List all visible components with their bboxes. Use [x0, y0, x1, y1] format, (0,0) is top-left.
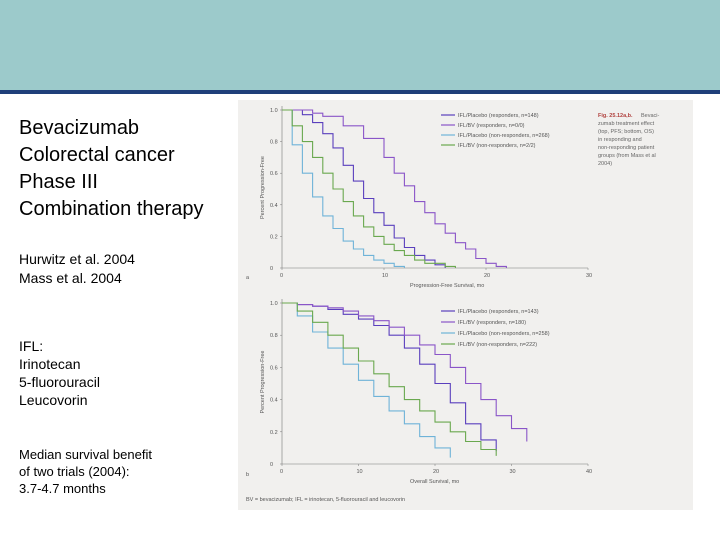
figure-footnote: BV = bevacizumab; IFL = irinotecan, 5-fl… — [246, 497, 405, 503]
references: Hurwitz et al. 2004 Mass et al. 2004 — [19, 250, 135, 288]
panel-a-ytick-label-5: 0 — [270, 266, 273, 272]
caption-line-5: non-responding patient — [598, 145, 655, 151]
title-line-4: Combination therapy — [19, 198, 204, 220]
panel-a-xtick-label-0: 0 — [280, 273, 283, 279]
ifl-label: IFL: — [19, 338, 44, 354]
panel-a-series-1-curve — [282, 109, 446, 268]
panel-a-ytick-label-4: 0.2 — [270, 234, 278, 240]
panel-a-series-4-curve — [282, 109, 456, 268]
caption-line-6: groups (from Mass et al — [598, 153, 656, 159]
panel-b-series-4-curve — [282, 302, 497, 456]
panel-b-legend-label-3: IFL/Placebo (non-responders, n=258) — [458, 331, 550, 337]
panel-b-label: b — [246, 472, 249, 478]
panel-a-ytick-label-3: 0.4 — [270, 203, 278, 209]
panel-a-legend-label-4: IFL/BV (non-responders, n=2/2) — [458, 143, 536, 149]
panel-a-series-3-curve — [282, 109, 405, 268]
panel-b-chart: 1.0 0.8 0.6 0.4 0.2 0 0 10 20 30 40 Overall Surviva… — [260, 299, 592, 485]
caption-line-3: (top, PFS; bottom, OS) — [598, 129, 654, 135]
panel-a-legend-label-3: IFL/Placebo (non-responders, n=268) — [458, 133, 550, 139]
caption-line-1: Bevaci- — [641, 113, 660, 119]
panel-b-xtick-label-2: 20 — [433, 469, 439, 475]
title-line-2: Colorectal cancer — [19, 144, 175, 166]
caption-line-4: in responding and — [598, 137, 642, 143]
panel-b-xtick-label-3: 30 — [510, 469, 516, 475]
caption-title: Fig. 25.12a,b. — [598, 113, 633, 119]
panel-b-ytick-label-2: 0.6 — [270, 365, 278, 371]
panel-b-ytick-label-5: 0 — [270, 462, 273, 468]
panel-b-xtick-label-0: 0 — [280, 469, 283, 475]
benefit-line-2: of two trials (2004): — [19, 464, 130, 479]
panel-b-ytick-label-4: 0.2 — [270, 430, 278, 436]
panel-b-ytick-label-1: 0.8 — [270, 333, 278, 339]
ifl-drug-2: 5-fluorouracil — [19, 374, 100, 390]
panel-b-y-axis-label: Percent Progression-Free — [260, 351, 266, 414]
panel-a-xtick-label-2: 20 — [484, 273, 490, 279]
survival-benefit-note: Median survival benefit of two trials (2… — [19, 446, 152, 497]
caption-line-7: 2004) — [598, 161, 612, 167]
title-line-1: Bevacizumab — [19, 117, 140, 139]
panel-a-series-2-curve — [282, 109, 507, 268]
panel-b-x-axis-label: Overall Survival, mo — [410, 479, 459, 485]
panel-a-ytick-label-2: 0.6 — [270, 171, 278, 177]
panel-a-ytick-label-0: 1.0 — [270, 108, 278, 114]
scanned-figure: Fig. 25.12a,b. Bevaci- zumab treatment e… — [238, 100, 693, 510]
banner-rule — [0, 90, 720, 94]
panel-b-ytick-label-0: 1.0 — [270, 301, 278, 307]
title-line-3: Phase III — [19, 171, 98, 193]
ifl-definition: IFL: Irinotecan 5-fluorouracil Leucovori… — [19, 337, 100, 409]
benefit-line-3: 3.7-4.7 months — [19, 481, 106, 496]
panel-b-series-3-curve — [282, 302, 451, 458]
panel-a-label: a — [246, 275, 250, 281]
panel-a-legend-label-1: IFL/Placebo (responders, n=148) — [458, 113, 539, 119]
caption-line-2: zumab treatment effect — [598, 121, 655, 127]
panel-b-xtick-label-4: 40 — [586, 469, 592, 475]
panel-a-x-axis-label: Progression-Free Survival, mo — [410, 283, 484, 289]
reference-2: Mass et al. 2004 — [19, 270, 122, 286]
panel-a-ytick-label-1: 0.8 — [270, 140, 278, 146]
title-banner — [0, 0, 720, 90]
ifl-drug-3: Leucovorin — [19, 392, 88, 408]
panel-a-chart: 1.0 0.8 0.6 0.4 0.2 0 0 10 20 30 Progression-Free … — [260, 106, 592, 289]
slide-title: Bevacizumab Colorectal cancer Phase III … — [19, 115, 204, 223]
km-curves-figure: Fig. 25.12a,b. Bevaci- zumab treatment e… — [246, 106, 660, 503]
panel-b-legend-label-4: IFL/BV (non-responders, n=222) — [458, 342, 537, 348]
panel-b-xtick-label-1: 10 — [357, 469, 363, 475]
benefit-line-1: Median survival benefit — [19, 447, 152, 462]
panel-b-ytick-label-3: 0.4 — [270, 398, 278, 404]
panel-a-y-axis-label: Percent Progression-Free — [260, 156, 266, 219]
reference-1: Hurwitz et al. 2004 — [19, 251, 135, 267]
panel-b-legend-label-1: IFL/Placebo (responders, n=143) — [458, 309, 539, 315]
panel-b-legend-label-2: IFL/BV (responders, n=180) — [458, 320, 526, 326]
panel-a-xtick-label-3: 30 — [586, 273, 592, 279]
panel-a-legend-label-2: IFL/BV (responders, n=0/0) — [458, 123, 525, 129]
panel-b-series-2-curve — [282, 302, 528, 442]
panel-a-xtick-label-1: 10 — [382, 273, 388, 279]
ifl-drug-1: Irinotecan — [19, 356, 81, 372]
